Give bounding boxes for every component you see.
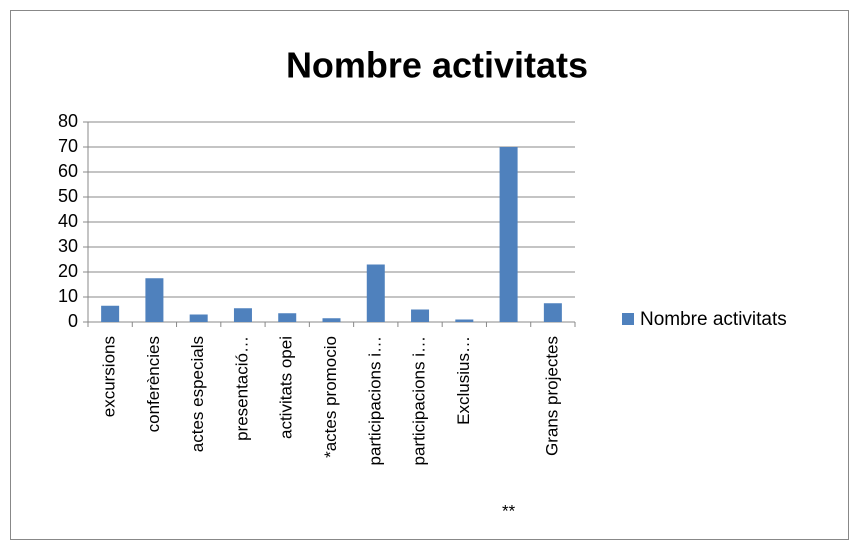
x-tick-label: participacions i… [365, 336, 384, 465]
y-tick-label: 50 [58, 186, 78, 206]
y-tick-label: 30 [58, 236, 78, 256]
legend-swatch [622, 313, 634, 325]
bar [233, 308, 252, 322]
bar [322, 318, 341, 322]
bar [101, 305, 120, 322]
x-tick-label: actes especials [188, 336, 207, 452]
y-tick-label: 80 [58, 111, 78, 131]
bar [366, 264, 385, 322]
x-tick-label: excursions [100, 336, 119, 417]
x-tick-label: Grans projectes [542, 336, 561, 456]
y-tick-label: 40 [58, 211, 78, 231]
legend-label: Nombre activitats [640, 309, 787, 330]
bar [499, 147, 518, 322]
x-tick-label: *actes promocio [321, 336, 340, 458]
bar [189, 314, 208, 322]
bar [145, 278, 164, 322]
x-tick-label: presentació… [232, 336, 251, 441]
x-tick-label: activitats opei [277, 336, 296, 439]
x-tick-label: conferències [144, 336, 163, 432]
x-tick-label: Exclusius… [454, 336, 473, 425]
y-tick-label: 20 [58, 261, 78, 281]
x-tick-label: ** [502, 501, 516, 520]
bar [543, 303, 562, 322]
bar [278, 313, 297, 322]
y-tick-label: 60 [58, 161, 78, 181]
y-tick-label: 10 [58, 286, 78, 306]
y-tick-label: 0 [68, 311, 78, 331]
y-tick-label: 70 [58, 136, 78, 156]
chart-border [10, 10, 849, 540]
bar [411, 309, 430, 322]
chart-title: Nombre activitats [286, 45, 588, 86]
x-tick-label: participacions i… [410, 336, 429, 465]
bar [455, 319, 474, 322]
